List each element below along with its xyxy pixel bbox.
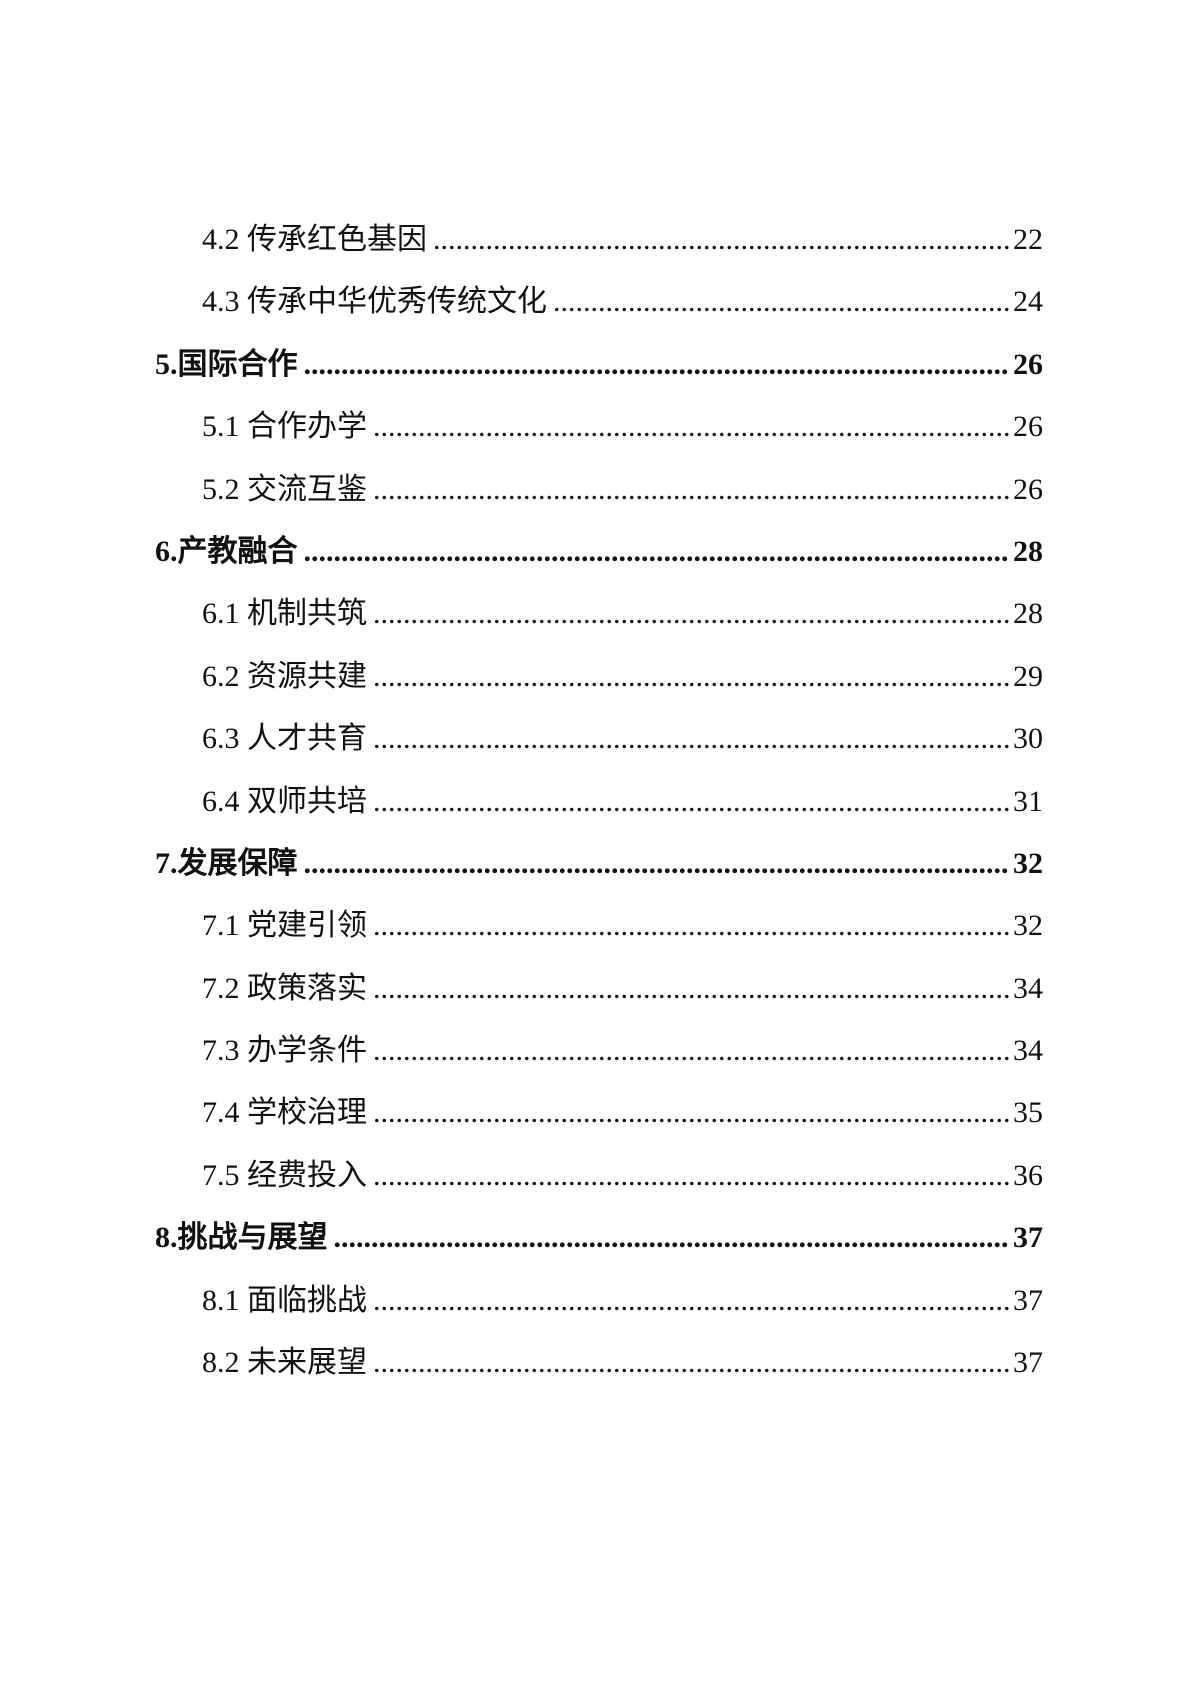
toc-dot-leader: ........................................… bbox=[553, 285, 1009, 319]
toc-dot-leader: ........................................… bbox=[373, 410, 1009, 444]
toc-entry: 8.2 未来展望 ...............................… bbox=[155, 1346, 1043, 1408]
toc-dot-leader: ........................................… bbox=[373, 1158, 1009, 1192]
toc-entry-label: 8.挑战与展望 bbox=[155, 1221, 328, 1255]
toc-entry-page-number: 26 bbox=[1013, 347, 1043, 381]
toc-entry-label: 7.3 办学条件 bbox=[202, 1034, 367, 1068]
toc-entry-page-number: 28 bbox=[1013, 597, 1043, 631]
toc-entry-page-number: 31 bbox=[1013, 784, 1043, 818]
toc-entry-page-number: 24 bbox=[1013, 285, 1043, 319]
toc-entry-label: 6.3 人才共育 bbox=[202, 722, 367, 756]
toc-dot-leader: ........................................… bbox=[373, 971, 1009, 1005]
toc-entry-label: 7.发展保障 bbox=[155, 846, 298, 880]
toc-entry-page-number: 30 bbox=[1013, 722, 1043, 756]
toc-entry-label: 7.1 党建引领 bbox=[202, 909, 367, 943]
toc-entry-page-number: 26 bbox=[1013, 472, 1043, 506]
toc-entry: 7.5 经费投入 ...............................… bbox=[155, 1159, 1043, 1221]
toc-dot-leader: ........................................… bbox=[373, 472, 1009, 506]
toc-entry: 7.2 政策落实 ...............................… bbox=[155, 972, 1043, 1034]
toc-entry: 5.国际合作 .................................… bbox=[155, 348, 1043, 410]
toc-dot-leader: ........................................… bbox=[373, 909, 1009, 943]
toc-entry: 6.4 双师共培 ...............................… bbox=[155, 785, 1043, 847]
toc-entry: 6.1 机制共筑 ...............................… bbox=[155, 597, 1043, 659]
toc-entry: 7.1 党建引领 ...............................… bbox=[155, 909, 1043, 971]
toc-entry-label: 8.1 面临挑战 bbox=[202, 1283, 367, 1317]
toc-entry-page-number: 32 bbox=[1013, 909, 1043, 943]
toc-entry-page-number: 34 bbox=[1013, 1034, 1043, 1068]
toc-entry-page-number: 34 bbox=[1013, 971, 1043, 1005]
toc-dot-leader: ........................................… bbox=[373, 1346, 1009, 1380]
toc-entry-page-number: 28 bbox=[1013, 534, 1043, 568]
toc-entry-page-number: 26 bbox=[1013, 410, 1043, 444]
table-of-contents: 4.2 传承红色基因 .............................… bbox=[155, 223, 1043, 1408]
toc-dot-leader: ........................................… bbox=[373, 597, 1009, 631]
toc-entry-page-number: 32 bbox=[1013, 846, 1043, 880]
toc-entry: 8.挑战与展望 ................................… bbox=[155, 1221, 1043, 1283]
toc-dot-leader: ........................................… bbox=[373, 659, 1009, 693]
toc-entry-page-number: 37 bbox=[1013, 1346, 1043, 1380]
toc-entry: 7.发展保障 .................................… bbox=[155, 847, 1043, 909]
toc-dot-leader: ........................................… bbox=[303, 846, 1010, 880]
toc-entry: 6.2 资源共建 ...............................… bbox=[155, 660, 1043, 722]
toc-entry-page-number: 29 bbox=[1013, 659, 1043, 693]
toc-entry-label: 6.2 资源共建 bbox=[202, 659, 367, 693]
toc-dot-leader: ........................................… bbox=[333, 1221, 1010, 1255]
toc-entry-page-number: 37 bbox=[1013, 1221, 1043, 1255]
toc-entry-label: 6.4 双师共培 bbox=[202, 784, 367, 818]
toc-entry: 7.3 办学条件 ...............................… bbox=[155, 1034, 1043, 1096]
toc-dot-leader: ........................................… bbox=[373, 1034, 1009, 1068]
toc-entry-label: 7.2 政策落实 bbox=[202, 971, 367, 1005]
toc-dot-leader: ........................................… bbox=[373, 722, 1009, 756]
toc-dot-leader: ........................................… bbox=[373, 1096, 1009, 1130]
toc-entry-label: 6.1 机制共筑 bbox=[202, 597, 367, 631]
toc-entry: 5.2 交流互鉴 ...............................… bbox=[155, 473, 1043, 535]
toc-entry-page-number: 22 bbox=[1013, 223, 1043, 256]
toc-dot-leader: ........................................… bbox=[433, 223, 1009, 256]
toc-entry-label: 5.2 交流互鉴 bbox=[202, 472, 367, 506]
toc-entry-page-number: 35 bbox=[1013, 1096, 1043, 1130]
toc-entry-page-number: 36 bbox=[1013, 1158, 1043, 1192]
toc-entry-label: 6.产教融合 bbox=[155, 534, 298, 568]
toc-entry: 8.1 面临挑战 ...............................… bbox=[155, 1284, 1043, 1346]
toc-entry: 4.2 传承红色基因 .............................… bbox=[155, 223, 1043, 285]
toc-entry: 6.产教融合 .................................… bbox=[155, 535, 1043, 597]
toc-entry: 4.3 传承中华优秀传统文化 .........................… bbox=[155, 285, 1043, 347]
toc-entry-label: 7.4 学校治理 bbox=[202, 1096, 367, 1130]
toc-entry: 6.3 人才共育 ...............................… bbox=[155, 722, 1043, 784]
toc-entry-label: 5.国际合作 bbox=[155, 347, 298, 381]
toc-entry-label: 4.3 传承中华优秀传统文化 bbox=[202, 285, 547, 319]
toc-entry-page-number: 37 bbox=[1013, 1283, 1043, 1317]
toc-entry-label: 5.1 合作办学 bbox=[202, 410, 367, 444]
toc-entry: 7.4 学校治理 ...............................… bbox=[155, 1096, 1043, 1158]
toc-entry-label: 7.5 经费投入 bbox=[202, 1158, 367, 1192]
toc-dot-leader: ........................................… bbox=[373, 784, 1009, 818]
toc-entry-label: 8.2 未来展望 bbox=[202, 1346, 367, 1380]
toc-dot-leader: ........................................… bbox=[303, 534, 1010, 568]
toc-entry: 5.1 合作办学 ...............................… bbox=[155, 410, 1043, 472]
toc-entry-label: 4.2 传承红色基因 bbox=[202, 223, 427, 256]
toc-dot-leader: ........................................… bbox=[303, 347, 1010, 381]
toc-dot-leader: ........................................… bbox=[373, 1283, 1009, 1317]
